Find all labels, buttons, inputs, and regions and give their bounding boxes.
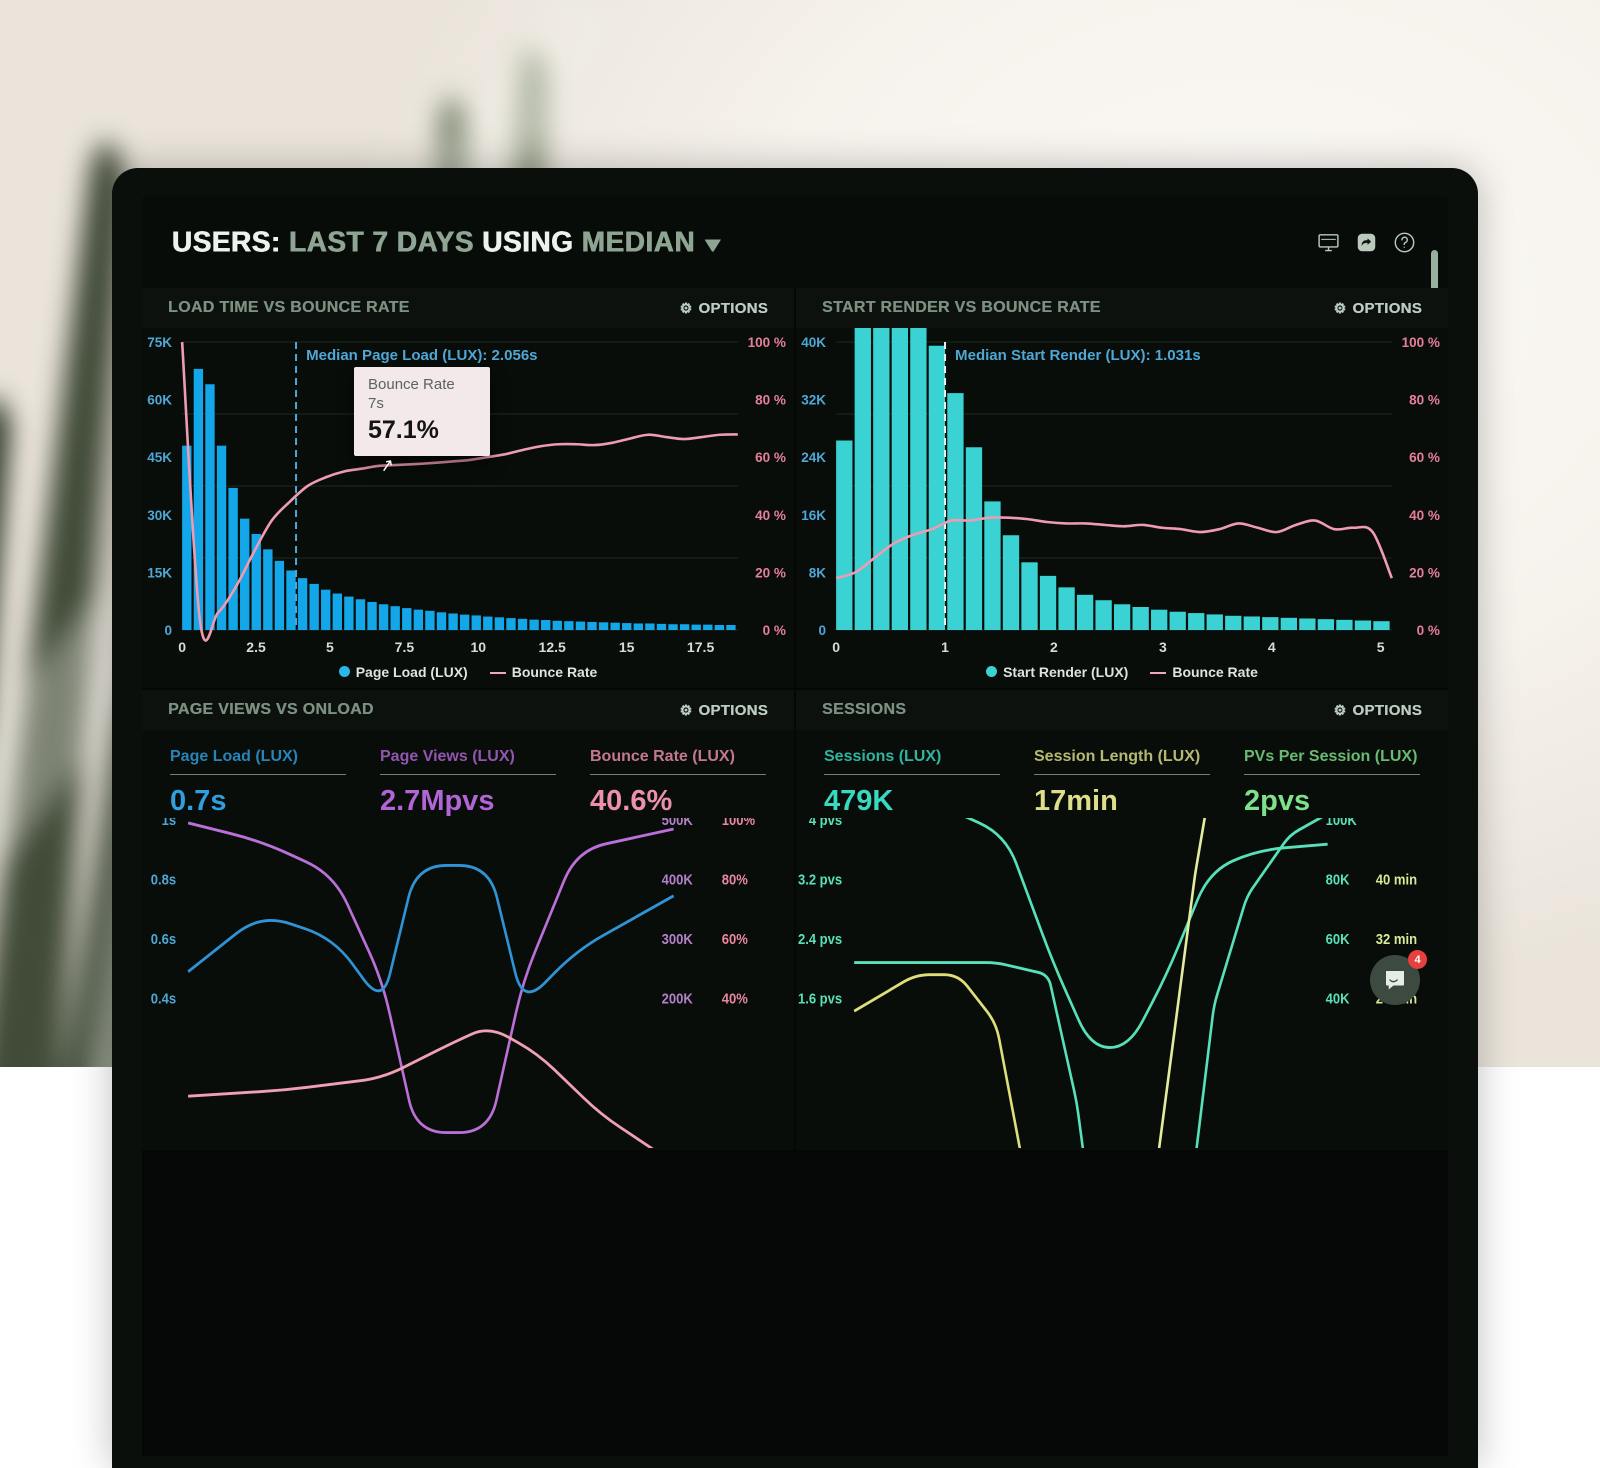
- svg-text:5: 5: [326, 639, 334, 655]
- svg-text:0: 0: [819, 623, 827, 638]
- svg-text:0: 0: [178, 639, 186, 655]
- svg-text:60%: 60%: [722, 931, 748, 947]
- svg-text:40%: 40%: [722, 991, 748, 1007]
- svg-text:40K: 40K: [1326, 991, 1350, 1007]
- svg-text:40K: 40K: [801, 335, 826, 350]
- svg-text:1: 1: [941, 639, 949, 655]
- svg-text:0 %: 0 %: [1417, 623, 1440, 638]
- svg-text:17.5: 17.5: [687, 639, 715, 655]
- svg-text:80 %: 80 %: [1409, 393, 1440, 408]
- svg-text:10: 10: [471, 639, 487, 655]
- svg-text:40 %: 40 %: [1409, 508, 1440, 523]
- svg-text:7.5: 7.5: [395, 639, 415, 655]
- svg-text:16K: 16K: [801, 508, 826, 523]
- svg-text:Median Start Render (LUX): 1.0: Median Start Render (LUX): 1.031s: [955, 347, 1201, 364]
- svg-text:60 %: 60 %: [1409, 450, 1440, 465]
- svg-text:100 %: 100 %: [748, 335, 786, 350]
- svg-text:30K: 30K: [147, 508, 172, 523]
- svg-text:20 %: 20 %: [755, 565, 786, 580]
- svg-text:2.4 pvs: 2.4 pvs: [798, 931, 843, 947]
- svg-text:100K: 100K: [1326, 818, 1357, 828]
- svg-text:0: 0: [832, 639, 840, 655]
- svg-text:0.4s: 0.4s: [151, 991, 177, 1007]
- svg-text:4 pvs: 4 pvs: [809, 818, 843, 828]
- svg-text:4: 4: [1268, 639, 1276, 655]
- svg-text:80K: 80K: [1326, 872, 1350, 888]
- svg-text:32K: 32K: [801, 393, 826, 408]
- svg-text:2.5: 2.5: [246, 639, 266, 655]
- svg-text:15K: 15K: [147, 565, 172, 580]
- svg-text:2: 2: [1050, 639, 1058, 655]
- svg-text:20 %: 20 %: [1409, 565, 1440, 580]
- svg-text:0: 0: [165, 623, 173, 638]
- svg-text:100%: 100%: [722, 818, 755, 828]
- svg-text:0.6s: 0.6s: [151, 931, 177, 947]
- svg-text:200K: 200K: [662, 991, 693, 1007]
- svg-text:400K: 400K: [662, 872, 693, 888]
- svg-text:40 min: 40 min: [1376, 872, 1417, 888]
- svg-text:5: 5: [1377, 639, 1385, 655]
- svg-text:32 min: 32 min: [1376, 931, 1417, 947]
- svg-text:500K: 500K: [662, 818, 693, 828]
- svg-text:1.6 pvs: 1.6 pvs: [798, 991, 843, 1007]
- svg-text:24K: 24K: [801, 450, 826, 465]
- svg-text:75K: 75K: [147, 335, 172, 350]
- svg-text:0.8s: 0.8s: [151, 872, 177, 888]
- svg-text:60K: 60K: [1326, 931, 1350, 947]
- svg-text:40 %: 40 %: [755, 508, 786, 523]
- svg-text:3.2 pvs: 3.2 pvs: [798, 872, 843, 888]
- svg-text:300K: 300K: [662, 931, 693, 947]
- svg-text:45K: 45K: [147, 450, 172, 465]
- svg-text:Median Page Load (LUX): 2.056s: Median Page Load (LUX): 2.056s: [306, 347, 537, 364]
- svg-text:12.5: 12.5: [539, 639, 567, 655]
- svg-text:1s: 1s: [162, 818, 177, 828]
- svg-text:80 %: 80 %: [755, 393, 786, 408]
- svg-text:8K: 8K: [809, 565, 827, 580]
- svg-text:15: 15: [619, 639, 635, 655]
- svg-text:3: 3: [1159, 639, 1167, 655]
- svg-text:100 %: 100 %: [1402, 335, 1440, 350]
- svg-text:60 %: 60 %: [755, 450, 786, 465]
- svg-text:80%: 80%: [722, 872, 748, 888]
- svg-text:60K: 60K: [147, 393, 172, 408]
- svg-text:0 %: 0 %: [763, 623, 786, 638]
